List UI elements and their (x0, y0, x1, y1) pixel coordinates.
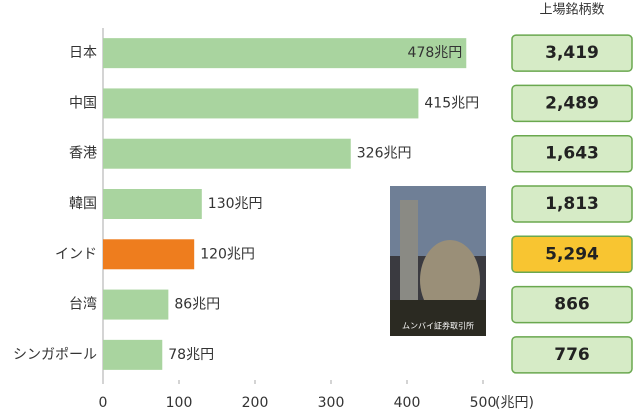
x-tick-label: 200 (242, 395, 269, 411)
value-label: 78兆円 (168, 347, 214, 363)
value-label: 326兆円 (357, 146, 412, 162)
bar (103, 289, 169, 320)
x-tick-label: 100 (166, 395, 193, 411)
y-tick-label: インド (55, 246, 97, 262)
photo (390, 186, 486, 336)
count-label: 866 (554, 295, 590, 315)
count-label: 2,489 (545, 93, 599, 113)
count-label: 1,813 (545, 194, 599, 214)
value-label: 415兆円 (424, 95, 479, 111)
y-tick-label: 韓国 (69, 196, 97, 212)
count-box (511, 285, 633, 324)
x-tick-label: 0 (99, 395, 108, 411)
x-tick-label: 500 (470, 395, 497, 411)
y-tick-label: シンガポール (13, 347, 97, 363)
count-box (511, 134, 633, 173)
value-label: 86兆円 (174, 297, 220, 313)
count-box (511, 34, 633, 72)
value-label: 120兆円 (200, 246, 255, 262)
y-tick-label: 日本 (69, 45, 97, 61)
count-box (511, 235, 633, 274)
x-axis-label: (兆円) (495, 395, 534, 411)
bar (103, 138, 351, 169)
value-label: 478兆円 (408, 45, 463, 61)
y-tick-label: 香港 (69, 146, 97, 162)
y-tick-label: 中国 (69, 95, 97, 111)
count-header: 上場銘柄数 (539, 3, 604, 18)
bar (103, 189, 202, 219)
bar (103, 88, 419, 119)
bar (103, 339, 163, 370)
count-box (511, 84, 633, 123)
x-tick-label: 400 (394, 395, 421, 411)
count-box (511, 185, 633, 223)
count-label: 3,419 (545, 43, 599, 63)
y-tick-label: 台湾 (69, 296, 97, 313)
count-label: 776 (554, 345, 590, 365)
bar (103, 239, 195, 270)
x-tick-label: 300 (318, 395, 345, 411)
count-label: 1,643 (545, 144, 599, 164)
value-label: 130兆円 (208, 196, 263, 212)
count-box (511, 336, 633, 374)
count-label: 5,294 (545, 244, 599, 264)
photo-caption: ムンバイ証券取引所 (402, 321, 474, 331)
bar (103, 38, 467, 69)
